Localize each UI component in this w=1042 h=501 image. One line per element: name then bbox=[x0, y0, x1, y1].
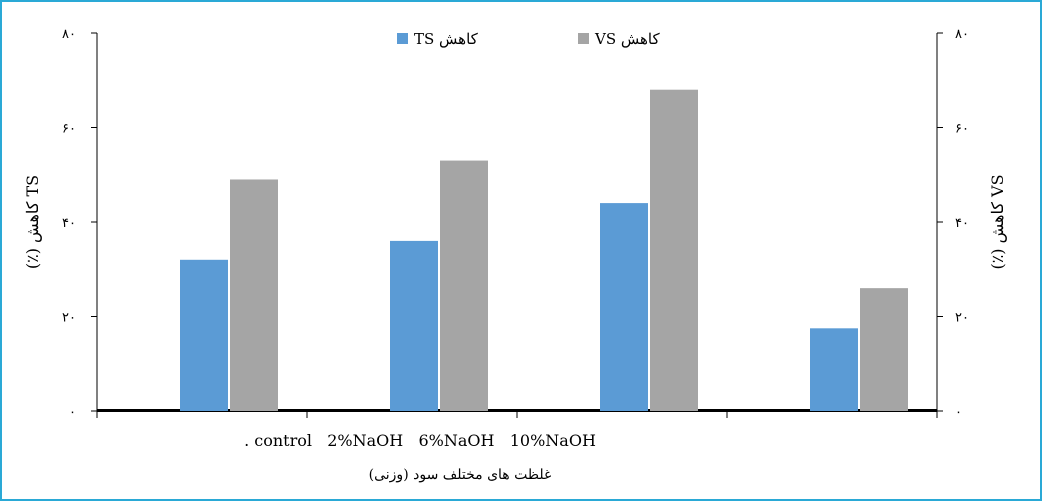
left-y-ticks: ۰ ۲۰ ۴۰ ۶۰ ۸۰ bbox=[62, 27, 97, 420]
left-tick-label: ۶۰ bbox=[62, 122, 76, 137]
left-tick-label: ۸۰ bbox=[62, 27, 76, 42]
right-tick-label: ۶۰ bbox=[955, 122, 969, 137]
legend-label-vs: کاهش VS bbox=[594, 30, 660, 48]
legend-swatch-ts bbox=[397, 33, 408, 44]
x-ticks bbox=[96, 411, 938, 418]
bar-vs bbox=[230, 179, 278, 411]
bar-vs bbox=[860, 288, 908, 411]
bar-vs bbox=[650, 89, 698, 411]
bar-vs bbox=[440, 160, 488, 411]
bar-ts bbox=[390, 240, 438, 411]
right-tick-label: ۴۰ bbox=[955, 216, 969, 231]
x-axis-title: غلظت های مختلف سود (وزنی) bbox=[369, 467, 552, 483]
legend-swatch-vs bbox=[578, 33, 589, 44]
legend-label-ts: کاهش TS bbox=[414, 30, 479, 48]
right-tick-label: ۰ bbox=[955, 405, 962, 420]
left-tick-label: ۰ bbox=[69, 405, 76, 420]
right-tick-label: ۸۰ bbox=[955, 27, 969, 42]
right-tick-label: ۲۰ bbox=[955, 311, 969, 326]
bar-ts bbox=[600, 203, 648, 411]
bar-ts bbox=[180, 259, 228, 411]
bars bbox=[180, 89, 908, 411]
category-labels: . control 2%NaOH 6%NaOH 10%NaOH bbox=[244, 431, 596, 450]
right-y-ticks: ۰ ۲۰ ۴۰ ۶۰ ۸۰ bbox=[937, 27, 969, 420]
bar-ts bbox=[810, 328, 858, 411]
legend: کاهش TS کاهش VS bbox=[397, 30, 660, 48]
left-tick-label: ۲۰ bbox=[62, 311, 76, 326]
right-axis-title: (٪) کاهش VS bbox=[988, 174, 1007, 269]
left-tick-label: ۴۰ bbox=[62, 216, 76, 231]
left-axis-title: (٪) کاهش TS bbox=[23, 175, 42, 269]
